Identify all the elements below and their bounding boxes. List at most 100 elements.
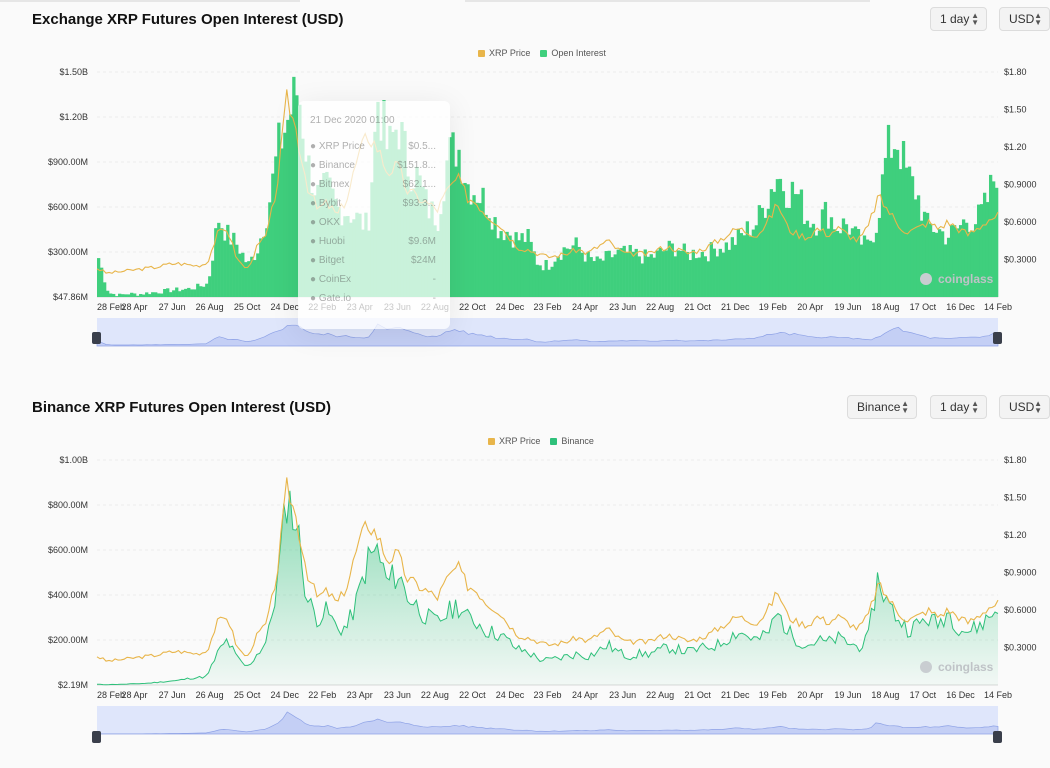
navigator-handle-left[interactable] bbox=[92, 731, 101, 743]
binance-oi-chart[interactable]: $2.19M $200.00M $400.00M $600.00M $800.00M $1… bbox=[0, 388, 1050, 768]
oi-bar bbox=[967, 231, 972, 297]
oi-bar bbox=[691, 249, 695, 297]
oi-bar bbox=[808, 227, 813, 297]
oi-bar bbox=[163, 289, 167, 297]
oi-bar bbox=[604, 251, 608, 297]
oi-bar bbox=[487, 218, 491, 297]
oi-bar bbox=[574, 237, 578, 297]
oi-bar bbox=[613, 254, 617, 297]
oi-bar bbox=[253, 260, 257, 297]
oi-bar bbox=[142, 294, 146, 297]
oi-bar bbox=[913, 199, 918, 297]
oi-bar bbox=[268, 202, 272, 297]
tooltip-row-value: $0.5... bbox=[408, 141, 436, 152]
oi-bar bbox=[232, 232, 236, 297]
tooltip-row-value: - bbox=[432, 274, 436, 285]
legend-item-price[interactable]: XRP Price bbox=[488, 436, 540, 446]
oi-bar bbox=[844, 224, 849, 297]
oi-bar bbox=[769, 189, 774, 297]
binance-oi-panel: Binance XRP Futures Open Interest (USD) … bbox=[0, 388, 1050, 768]
navigator-handle-left[interactable] bbox=[92, 332, 101, 344]
x-tick-label: 23 Feb bbox=[533, 302, 561, 312]
currency-select[interactable]: USD ▲ ▼ bbox=[999, 395, 1050, 419]
oi-bar bbox=[703, 256, 707, 297]
oi-bar bbox=[187, 287, 191, 297]
oi-bar bbox=[601, 260, 605, 297]
navigator-handle-right[interactable] bbox=[993, 731, 1002, 743]
oi-bar bbox=[946, 237, 951, 297]
interval-value: 1 day bbox=[940, 400, 970, 414]
oi-bar bbox=[838, 233, 843, 297]
exchange-oi-panel: Exchange XRP Futures Open Interest (USD)… bbox=[0, 0, 1050, 380]
oi-bar bbox=[937, 229, 942, 297]
x-tick-label: 25 Oct bbox=[234, 302, 261, 312]
oi-bar bbox=[916, 195, 921, 297]
oi-bar bbox=[784, 207, 789, 297]
y-left-tick-label: $400.00M bbox=[48, 590, 88, 600]
oi-bar bbox=[481, 187, 485, 297]
y-right-tick-label: $1.20 bbox=[1004, 530, 1027, 540]
oi-bar bbox=[859, 244, 864, 297]
updown-chevron-icon: ▲ ▼ bbox=[1034, 399, 1042, 415]
oi-bar bbox=[976, 204, 981, 297]
oi-bar bbox=[751, 229, 756, 297]
oi-chart[interactable]: $47.86M $300.00M $600.00M $900.00M $1.20B $1.… bbox=[0, 0, 1050, 380]
chart-legend[interactable]: XRP Price Open Interest bbox=[478, 48, 606, 58]
oi-bar bbox=[979, 204, 984, 297]
legend-swatch bbox=[478, 49, 485, 57]
tooltip-row-label: ● Bitmex bbox=[310, 179, 350, 190]
x-tick-label: 24 Dec bbox=[496, 690, 525, 700]
oi-bar bbox=[952, 225, 957, 297]
oi-bar bbox=[217, 222, 221, 297]
legend-item-oi[interactable]: Open Interest bbox=[540, 48, 606, 58]
oi-bar bbox=[730, 237, 735, 297]
oi-bar bbox=[637, 256, 641, 297]
tooltip-date: 21 Dec 2020 01:00 bbox=[310, 115, 395, 126]
chart-title: Exchange XRP Futures Open Interest (USD) bbox=[32, 11, 344, 28]
x-tick-label: 22 Feb bbox=[308, 690, 336, 700]
oi-bar bbox=[208, 276, 212, 297]
oi-bar bbox=[181, 289, 185, 297]
oi-bar bbox=[292, 76, 296, 297]
oi-bar bbox=[526, 228, 530, 297]
oi-bar bbox=[520, 233, 524, 297]
chart-legend[interactable]: XRP Price Binance bbox=[488, 436, 594, 446]
oi-bar bbox=[910, 176, 915, 297]
watermark-text: coinglass bbox=[938, 660, 994, 674]
oi-bar bbox=[151, 292, 155, 297]
coinglass-logo-icon bbox=[920, 273, 932, 285]
interval-select[interactable]: 1 day ▲ ▼ bbox=[930, 7, 987, 31]
binance-area bbox=[97, 490, 998, 685]
oi-bar bbox=[250, 256, 254, 297]
oi-bar bbox=[592, 261, 596, 297]
oi-bar bbox=[262, 236, 266, 297]
oi-bar bbox=[805, 220, 810, 297]
oi-bar bbox=[100, 267, 104, 297]
oi-bar bbox=[658, 247, 662, 297]
x-tick-label: 28 Apr bbox=[122, 302, 148, 312]
oi-bar bbox=[568, 249, 572, 297]
oi-bar bbox=[922, 211, 927, 297]
oi-bar bbox=[460, 183, 464, 297]
y-left-tick-label: $300.00M bbox=[48, 247, 88, 257]
oi-bar bbox=[799, 189, 804, 297]
x-tick-label: 27 Jun bbox=[159, 690, 186, 700]
oi-bar bbox=[595, 256, 599, 297]
oi-bar bbox=[811, 223, 816, 297]
oi-bar bbox=[454, 166, 458, 297]
tooltip-row-value: $151.8... bbox=[397, 160, 436, 171]
navigator-handle-right[interactable] bbox=[993, 332, 1002, 344]
updown-chevron-icon: ▲ ▼ bbox=[1034, 11, 1042, 27]
legend-item-binance[interactable]: Binance bbox=[550, 436, 594, 446]
oi-bar bbox=[211, 260, 215, 297]
legend-item-price[interactable]: XRP Price bbox=[478, 48, 530, 58]
x-tick-label: 21 Dec bbox=[721, 690, 750, 700]
interval-select[interactable]: 1 day ▲ ▼ bbox=[930, 395, 987, 419]
oi-bar bbox=[466, 184, 470, 297]
exchange-select[interactable]: Binance ▲ ▼ bbox=[847, 395, 917, 419]
oi-bar bbox=[517, 240, 521, 297]
oi-bar bbox=[862, 235, 867, 297]
oi-bar bbox=[748, 236, 753, 297]
y-right-tick-label: $1.20 bbox=[1004, 142, 1027, 152]
oi-bar bbox=[727, 249, 732, 297]
